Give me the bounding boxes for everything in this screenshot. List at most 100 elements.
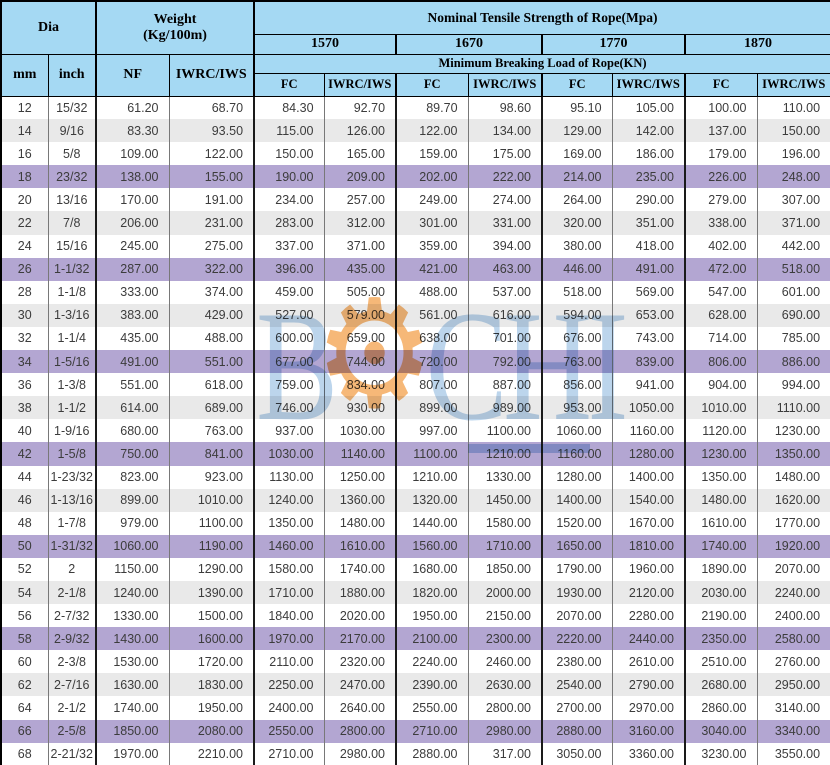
- table-row-dia-58: 58 2-9/32 1430.00 1600.00 1970.00 2170.00 2100…: [1, 627, 830, 651]
- cell-fc-1770: 856.00: [541, 373, 613, 397]
- cell-fc-1670: 122.00: [395, 119, 469, 143]
- cell-iwrc-weight: 763.00: [168, 419, 255, 443]
- cell-fc-1870: 1480.00: [684, 488, 758, 512]
- cell-fc-1670: 1100.00: [395, 442, 469, 466]
- cell-mm: 50: [1, 534, 48, 558]
- cell-nf: 1330.00: [95, 604, 169, 628]
- table-row-dia-48: 48 1-7/8 979.00 1100.00 1350.00 1480.00 1440.0…: [1, 511, 830, 535]
- cell-fc-1870: 402.00: [684, 234, 758, 258]
- cell-iwrc-1770: 1670.00: [611, 511, 686, 535]
- cell-iwrc-weight: 2210.00: [168, 742, 255, 765]
- cell-mm: 24: [17, 239, 32, 254]
- header-fc-1570: FC: [253, 72, 325, 97]
- header-grade-1870: 1870: [684, 33, 830, 55]
- cell-iwrc-1670: 1850.00: [467, 557, 543, 581]
- cell-iwrc-1770: 1810.00: [611, 534, 686, 558]
- cell-fc-1570: 1030.00: [253, 442, 325, 466]
- cell-fc-1870: 1010.00: [684, 396, 758, 420]
- table-row-dia-36: 36 1-3/8 551.00 618.00 759.00 834.00 807.00 887…: [1, 373, 830, 397]
- table-row-dia-40: 40 1-9/16 680.00 763.00 937.00 1030.00 997.00 1…: [1, 419, 830, 443]
- cell-nf: 383.00: [95, 303, 169, 327]
- cell-mm: 28: [17, 285, 32, 300]
- cell-fc-1870: 2860.00: [684, 696, 758, 720]
- cell-iwrc-1770: 2790.00: [611, 673, 686, 697]
- cell-iwrc-1570: 2470.00: [323, 673, 397, 697]
- table-row-dia-54: 54 2-1/8 1240.00 1390.00 1710.00 1880.00 1820.…: [1, 580, 830, 605]
- cell-iwrc-1770: 418.00: [611, 234, 686, 258]
- cell-iwrc-1770: 235.00: [611, 165, 686, 189]
- cell-fc-1770: 1160.00: [541, 442, 613, 466]
- cell-fc-1570: 600.00: [253, 326, 325, 351]
- cell-iwrc-1570: 1740.00: [323, 557, 397, 581]
- cell-iwrc-1670: 537.00: [467, 280, 543, 304]
- cell-fc-1670: 2880.00: [395, 742, 469, 765]
- cell-fc-1770: 1060.00: [541, 419, 613, 443]
- cell-inch: 5/8: [47, 142, 96, 166]
- table-row-dia-26: 26 1-1/32 287.00 322.00 396.00 435.00 421.00 46…: [1, 257, 830, 281]
- cell-fc-1670: 488.00: [395, 280, 469, 304]
- cell-fc-1770: 320.00: [541, 211, 613, 235]
- cell-inch: 23/32: [47, 165, 96, 189]
- cell-fc-1570: 759.00: [253, 373, 325, 397]
- cell-iwrc-weight: 191.00: [168, 188, 255, 212]
- cell-iwrc-1570: 126.00: [323, 119, 397, 143]
- cell-mm: 48: [17, 516, 32, 531]
- cell-iwrc-1670: 989.00: [467, 396, 543, 420]
- cell-nf: 83.30: [95, 119, 169, 143]
- cell-iwrc-1670: 1100.00: [467, 419, 543, 443]
- header-weight-line2: (Kg/100m): [143, 27, 207, 43]
- cell-iwrc-1570: 505.00: [323, 280, 397, 304]
- cell-fc-1870: 806.00: [684, 350, 758, 374]
- cell-fc-1770: 2070.00: [541, 604, 613, 628]
- cell-iwrc-weight: 275.00: [168, 234, 255, 258]
- cell-fc-1570: 1350.00: [253, 511, 325, 535]
- cell-fc-1870: 904.00: [684, 373, 758, 397]
- cell-iwrc-1670: 2630.00: [467, 673, 543, 697]
- cell-fc-1570: 234.00: [253, 188, 325, 212]
- cell-fc-1570: 2550.00: [253, 719, 325, 743]
- cell-fc-1570: 283.00: [253, 211, 325, 235]
- header-iwrc-1770: IWRC/IWS: [611, 72, 686, 97]
- cell-fc-1570: 150.00: [253, 142, 325, 166]
- cell-iwrc-1670: 1450.00: [467, 488, 543, 512]
- cell-fc-1570: 396.00: [253, 257, 325, 281]
- cell-nf: 206.00: [95, 211, 169, 235]
- cell-iwrc-1770: 105.00: [611, 96, 686, 120]
- cell-fc-1870: 1120.00: [684, 419, 758, 443]
- cell-nf: 245.00: [95, 234, 169, 258]
- cell-fc-1670: 202.00: [395, 165, 469, 189]
- table-row-dia-20: 20 13/16 170.00 191.00 234.00 257.00 249.00 274…: [1, 188, 830, 212]
- cell-iwrc-1570: 744.00: [323, 350, 397, 374]
- cell-iwrc-weight: 1290.00: [168, 557, 255, 581]
- cell-iwrc-1870: 690.00: [756, 303, 830, 327]
- cell-fc-1670: 249.00: [395, 188, 469, 212]
- cell-nf: 1850.00: [95, 719, 169, 743]
- table-row-dia-42: 42 1-5/8 750.00 841.00 1030.00 1140.00 1100.00…: [1, 442, 830, 466]
- cell-iwrc-1770: 2120.00: [611, 580, 686, 605]
- cell-iwrc-weight: 322.00: [168, 257, 255, 281]
- cell-nf: 138.00: [95, 165, 169, 189]
- cell-iwrc-1870: 150.00: [756, 119, 830, 143]
- cell-iwrc-1770: 290.00: [611, 188, 686, 212]
- cell-iwrc-weight: 1010.00: [168, 488, 255, 512]
- cell-iwrc-weight: 1950.00: [168, 696, 255, 720]
- cell-iwrc-1670: 701.00: [467, 326, 543, 351]
- cell-iwrc-1770: 941.00: [611, 373, 686, 397]
- cell-fc-1670: 2390.00: [395, 673, 469, 697]
- cell-iwrc-weight: 488.00: [168, 326, 255, 351]
- table-row-dia-34: 34 1-5/16 491.00 551.00 677.00 744.00 720.00 79…: [1, 350, 830, 374]
- cell-iwrc-1570: 1610.00: [323, 534, 397, 558]
- cell-iwrc-weight: 1500.00: [168, 604, 255, 628]
- cell-fc-1570: 190.00: [253, 165, 325, 189]
- cell-inch: 1-5/16: [47, 350, 96, 374]
- cell-iwrc-1570: 1360.00: [323, 488, 397, 512]
- cell-inch: 13/16: [47, 188, 96, 212]
- cell-iwrc-weight: 1190.00: [168, 534, 255, 558]
- table-body: 12 15/32 61.20 68.70 84.30 92.70 89.70 98.60 95.…: [1, 96, 830, 765]
- cell-iwrc-1770: 2970.00: [611, 696, 686, 720]
- header-inch: inch: [47, 53, 97, 97]
- cell-iwrc-weight: 1720.00: [168, 650, 255, 674]
- cell-iwrc-1670: 2150.00: [467, 604, 543, 628]
- cell-inch: 15/16: [47, 234, 96, 258]
- table-row-dia-56: 56 2-7/32 1330.00 1500.00 1840.00 2020.00 1950…: [1, 604, 830, 628]
